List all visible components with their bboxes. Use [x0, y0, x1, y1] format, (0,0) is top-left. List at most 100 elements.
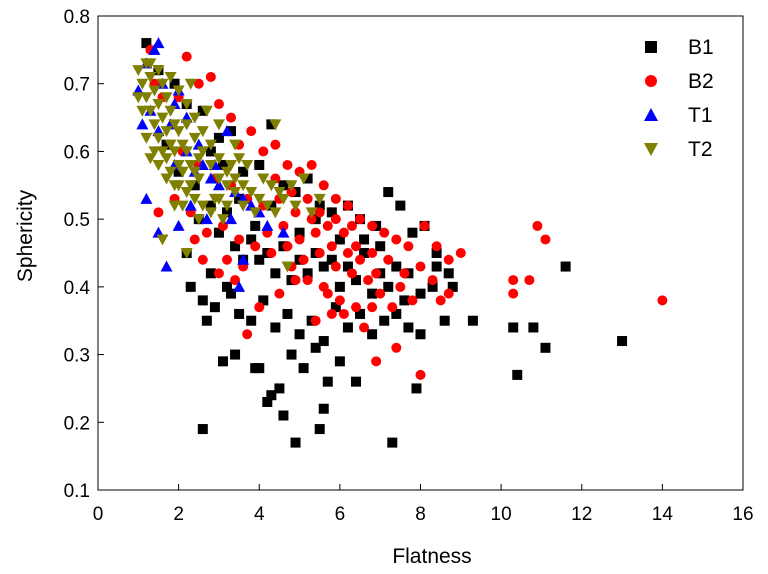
data-point-b1 [274, 383, 285, 394]
data-point-t2 [253, 193, 266, 205]
data-point-t1 [152, 37, 165, 49]
data-point-b2 [306, 159, 317, 170]
data-point-b2 [254, 302, 265, 313]
data-point-b2 [427, 275, 438, 286]
data-point-b2 [524, 275, 535, 286]
data-point-b2 [508, 275, 519, 286]
data-point-b2 [330, 193, 341, 204]
data-point-b1 [399, 295, 410, 306]
data-point-b2 [391, 342, 402, 353]
data-point-t2 [160, 126, 173, 138]
data-point-t2 [192, 214, 205, 226]
data-point-t2 [172, 126, 185, 138]
legend-item-b1: B1 [645, 36, 714, 59]
data-point-b2 [338, 308, 349, 319]
data-point-b1 [342, 322, 353, 333]
data-point-b1 [314, 424, 325, 435]
data-point-t2 [168, 200, 181, 212]
data-point-b1 [351, 376, 361, 387]
data-point-t2 [184, 180, 197, 192]
data-point-b2 [407, 295, 418, 306]
legend-item-t2: T2 [644, 138, 713, 161]
data-point-b1 [427, 281, 438, 292]
data-point-t2 [132, 65, 145, 77]
data-point-b2 [246, 126, 257, 137]
data-point-b1 [375, 241, 386, 252]
data-point-b1 [246, 315, 257, 326]
data-point-b1 [189, 180, 200, 191]
data-point-b1 [209, 302, 220, 313]
data-point-b2 [278, 220, 289, 231]
data-point-b2 [371, 356, 382, 367]
data-point-b2 [213, 268, 224, 279]
x-axis-title: Flatness [392, 545, 471, 568]
data-point-b2 [415, 369, 426, 380]
data-point-t2 [148, 119, 161, 131]
y-axis-title: Sphericity [14, 189, 37, 282]
data-point-t2 [168, 119, 181, 131]
data-point-t1 [233, 280, 246, 292]
data-point-b1 [270, 268, 281, 279]
legend-marker-t1 [644, 108, 658, 121]
data-point-t1 [225, 213, 238, 225]
data-point-b2 [540, 234, 551, 245]
data-point-b1 [330, 302, 341, 313]
data-point-b1 [161, 139, 172, 150]
data-point-t2 [180, 146, 193, 158]
data-point-b1 [342, 261, 353, 272]
data-point-t1 [148, 43, 161, 55]
data-point-t2 [188, 112, 201, 124]
data-point-b1 [447, 281, 458, 292]
data-point-t2 [204, 207, 217, 219]
x-tick-label: 0 [93, 504, 104, 525]
data-point-b1 [379, 315, 390, 326]
data-point-b2 [310, 315, 321, 326]
data-point-t2 [313, 193, 326, 205]
data-point-b1 [234, 308, 245, 319]
data-point-b1 [266, 200, 277, 211]
data-point-t2 [144, 153, 157, 165]
data-point-t2 [144, 71, 157, 83]
data-point-t2 [285, 180, 298, 192]
data-point-b1 [367, 288, 378, 299]
legend: B1 B2 T1 T2 [644, 36, 714, 161]
data-point-b1 [282, 308, 293, 319]
data-point-b2 [342, 200, 353, 211]
data-point-b1 [431, 248, 442, 258]
data-point-t2 [233, 153, 246, 165]
data-point-t2 [212, 119, 225, 131]
data-point-b1 [443, 268, 454, 279]
data-point-t2 [200, 105, 213, 117]
data-point-b2 [326, 241, 337, 252]
legend-marker-b2 [645, 75, 657, 87]
data-point-b1 [403, 322, 414, 333]
data-point-t2 [164, 139, 177, 151]
x-axis-ticks: 0 2 4 6 8 10 12 14 16 [93, 484, 754, 525]
legend-marker-b1 [645, 41, 657, 53]
data-point-t2 [188, 166, 201, 178]
data-point-b2 [443, 288, 454, 299]
data-point-b2 [391, 234, 402, 245]
data-point-b2 [322, 220, 333, 231]
data-point-t2 [269, 119, 282, 131]
data-point-b2 [318, 180, 329, 191]
data-point-b1 [415, 288, 426, 299]
data-point-b1 [302, 173, 313, 184]
data-point-t2 [221, 166, 233, 178]
data-point-b2 [294, 234, 305, 245]
data-point-b2 [306, 214, 317, 225]
data-point-b1 [467, 315, 478, 326]
data-point-b2 [197, 254, 208, 265]
data-point-b1 [286, 349, 297, 360]
data-point-b2 [532, 220, 543, 231]
data-point-b1 [355, 308, 366, 319]
data-point-b1 [334, 281, 345, 292]
data-point-b1 [391, 261, 402, 272]
data-point-b1 [508, 322, 519, 333]
data-point-b2 [359, 322, 370, 333]
data-point-t2 [160, 153, 173, 165]
data-point-b1 [217, 159, 228, 170]
data-point-b2 [395, 281, 406, 292]
data-point-b1 [278, 180, 289, 191]
data-point-b1 [351, 275, 361, 286]
